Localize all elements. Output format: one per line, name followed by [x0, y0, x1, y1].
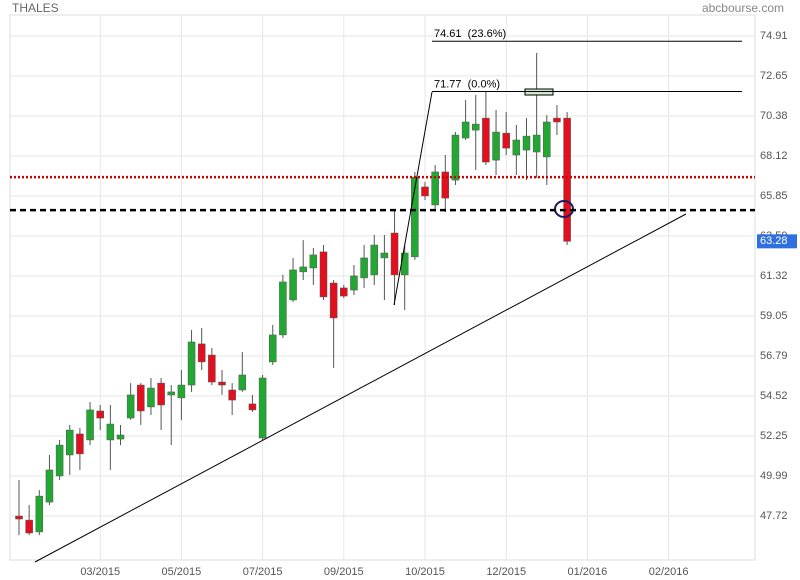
candle-body: [167, 391, 175, 396]
candle-body: [512, 139, 521, 156]
candle-body: [482, 117, 490, 163]
candle-body: [66, 429, 74, 456]
candle-body: [532, 134, 541, 153]
candle-body: [522, 135, 531, 151]
candle-body: [309, 254, 318, 269]
fib-label: 71.77 (0.0%): [434, 78, 500, 90]
candle-body: [106, 423, 115, 441]
y-tick-label: 59.05: [760, 310, 788, 322]
candle-body: [451, 134, 460, 181]
candle-body: [553, 117, 561, 123]
y-tick-label: 74.91: [760, 30, 788, 42]
y-tick-label: 52.25: [760, 430, 788, 442]
last-price-label: 63.28: [760, 235, 788, 247]
candle-body: [218, 381, 226, 386]
candle-body: [15, 515, 23, 520]
x-tick-label: 10/2015: [405, 566, 445, 578]
candle-body: [340, 287, 348, 297]
candle-body: [350, 275, 358, 291]
candle-body: [329, 282, 338, 319]
candle-body: [319, 251, 328, 298]
candle-body: [421, 186, 429, 197]
y-tick-label: 47.72: [760, 510, 788, 522]
candle-body: [86, 409, 94, 441]
candle-body: [390, 232, 399, 276]
candle-body: [116, 434, 125, 440]
fib-connector: [393, 91, 433, 306]
candle-body: [137, 384, 145, 412]
y-tick-label: 70.38: [760, 110, 788, 122]
candle-body: [157, 382, 165, 406]
candle-body: [126, 394, 135, 419]
y-tick-label: 56.79: [760, 350, 788, 362]
y-tick-label: 65.85: [760, 190, 788, 202]
chart-title: THALES: [12, 1, 59, 15]
plot-frame: [9, 14, 756, 561]
candle-body: [177, 384, 186, 399]
trend-line: [34, 213, 687, 563]
candle-body: [96, 410, 104, 419]
candle-body: [269, 334, 277, 363]
candle-body: [55, 444, 64, 477]
candle-body: [197, 343, 206, 363]
y-tick-label: 68.12: [760, 150, 788, 162]
x-tick-label: 05/2015: [162, 566, 202, 578]
candle-body: [380, 252, 389, 259]
candle-body: [187, 341, 196, 386]
x-tick-label: 01/2016: [568, 566, 608, 578]
fib-label: 74.61 (23.6%): [434, 28, 506, 40]
candle-body: [289, 269, 297, 301]
candle-body: [299, 266, 307, 273]
candle-body: [35, 495, 44, 533]
candle-body: [431, 171, 439, 206]
y-tick-label: 54.52: [760, 390, 788, 402]
candle-body: [25, 519, 33, 534]
x-tick-label: 02/2016: [649, 566, 689, 578]
candle-body: [147, 387, 155, 408]
candle-body: [543, 121, 551, 158]
candle-body: [502, 132, 510, 149]
candle-body: [279, 281, 287, 336]
candle-body: [208, 354, 216, 383]
candle-body: [258, 377, 267, 439]
x-tick-label: 03/2015: [80, 566, 120, 578]
y-tick-label: 49.99: [760, 470, 788, 482]
candle-body: [370, 244, 378, 276]
candle-body: [248, 403, 257, 411]
highlight-box: [524, 88, 554, 96]
candle-body: [472, 123, 480, 131]
candle-body: [76, 433, 84, 455]
candle-body: [461, 121, 470, 139]
candle-body: [360, 257, 368, 279]
candle-body: [238, 374, 247, 391]
x-tick-label: 09/2015: [324, 566, 364, 578]
x-tick-label: 12/2015: [486, 566, 526, 578]
candle-body: [492, 131, 500, 161]
y-tick-label: 72.65: [760, 70, 788, 82]
candle-body: [45, 469, 54, 503]
x-tick-label: 07/2015: [243, 566, 283, 578]
last-price-box: [757, 234, 797, 249]
candle-body: [441, 171, 450, 199]
source: abcbourse.com: [702, 1, 784, 15]
candle-body: [228, 389, 236, 401]
candle-body: [563, 117, 571, 242]
plot: 47.7249.9952.2554.5256.7959.0561.3263.59…: [10, 15, 788, 578]
y-tick-label: 61.32: [760, 270, 788, 282]
